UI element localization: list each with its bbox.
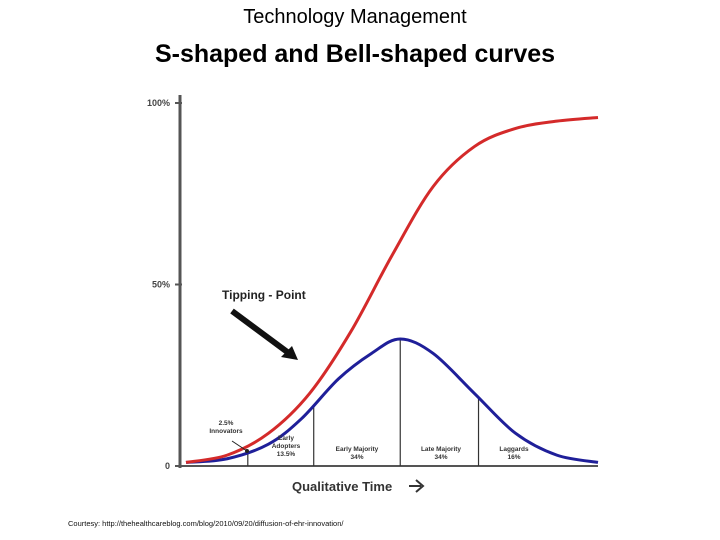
tipping-point-label: Tipping - Point	[222, 288, 306, 302]
segment-label: Early Adopters 13.5%	[272, 435, 301, 458]
y-tick-label: 0	[165, 461, 170, 471]
s-curve-line	[185, 116, 599, 464]
page-title: S-shaped and Bell-shaped curves	[154, 40, 556, 68]
arrow-icon	[230, 308, 298, 360]
segment-label: Late Majority 34%	[421, 446, 461, 461]
segment-label: 2.5% Innovators	[209, 420, 243, 435]
segment-label: Laggards 16%	[499, 446, 529, 461]
courtesy-note: Courtesy: http://thehealthcareblog.com/b…	[68, 519, 344, 528]
x-axis-label: Qualitative Time	[292, 479, 392, 494]
x-axis-arrow-icon	[409, 479, 425, 493]
bell-curve-line	[185, 337, 599, 464]
header-title: Technology Management	[243, 6, 467, 28]
y-tick-label: 100%	[147, 98, 170, 108]
y-tick-label: 50%	[152, 280, 170, 290]
segment-label: Early Majority 34%	[336, 446, 379, 461]
innovators-pointer	[231, 440, 248, 452]
